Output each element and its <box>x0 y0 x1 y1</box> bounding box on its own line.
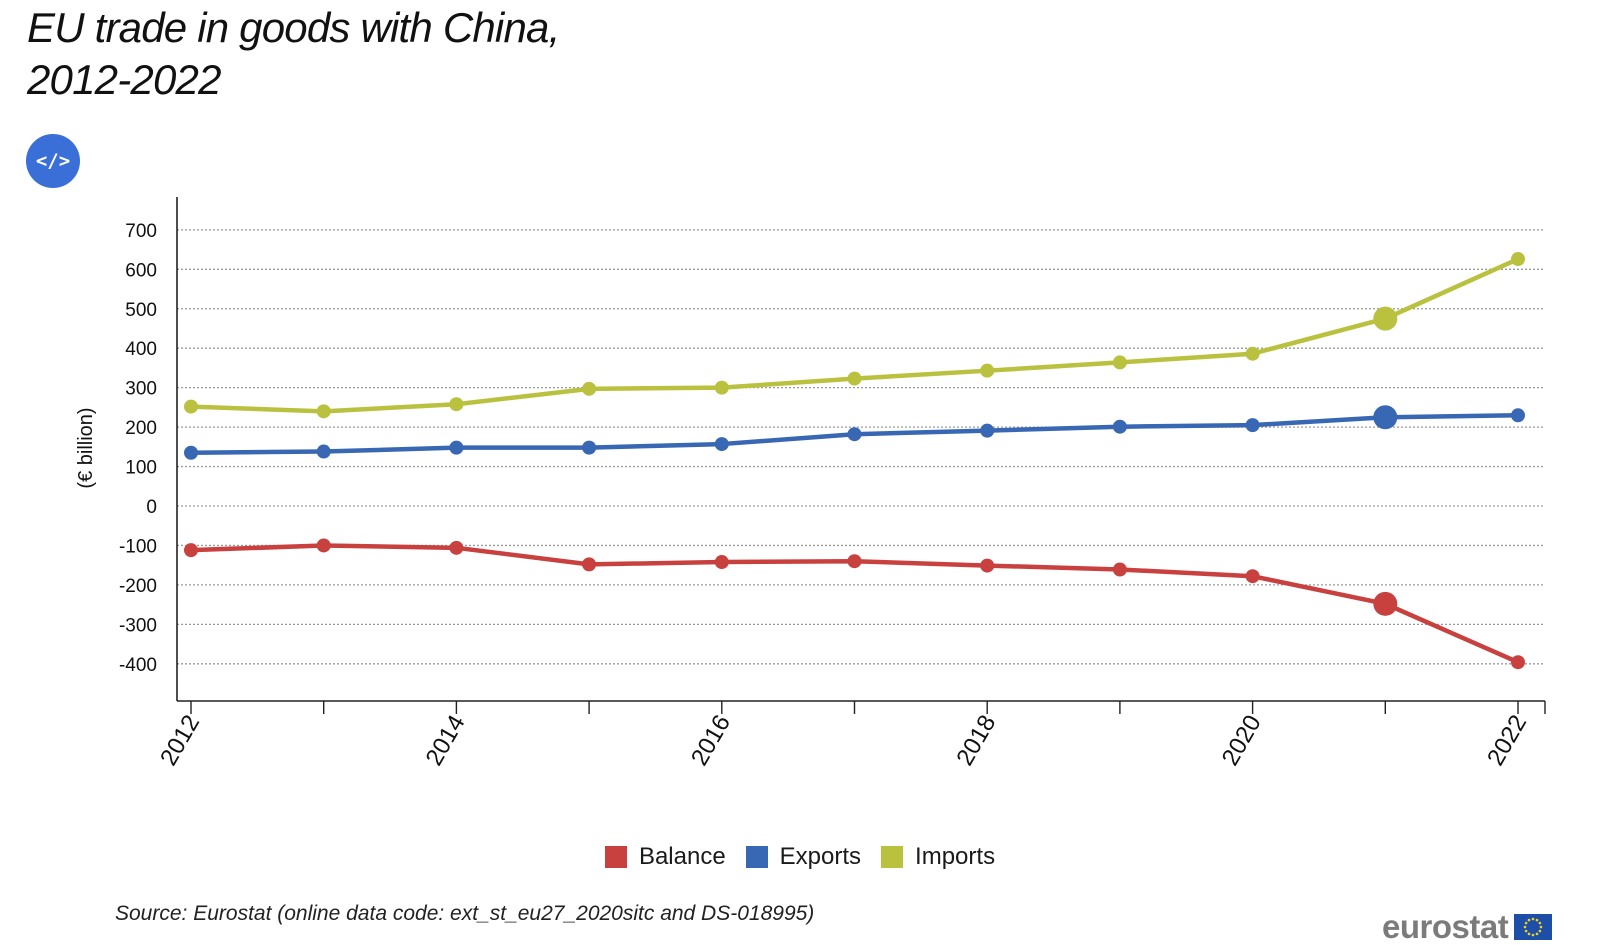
x-tick-label: 2018 <box>951 710 1001 770</box>
data-point-exports <box>980 423 995 438</box>
data-point-imports <box>582 381 597 396</box>
legend-label-imports: Imports <box>915 843 996 870</box>
source-note: Source: Eurostat (online data code: ext_… <box>115 902 815 925</box>
x-tick-label: 2014 <box>421 711 471 771</box>
data-point-exports <box>582 440 597 455</box>
legend-label-balance: Balance <box>638 843 726 870</box>
y-tick-label: 600 <box>125 260 157 281</box>
y-tick-label: 100 <box>125 458 157 479</box>
y-tick-label: 200 <box>125 418 157 439</box>
data-point-imports <box>316 404 331 419</box>
data-point-balance <box>582 557 597 572</box>
y-tick-label: -400 <box>119 655 157 676</box>
y-tick-label: 700 <box>125 221 157 242</box>
y-tick-label: -100 <box>119 536 157 557</box>
data-point-balance <box>714 555 729 570</box>
x-tick-label: 2012 <box>155 711 205 771</box>
x-tick-label: 2022 <box>1482 711 1532 771</box>
chart-title: EU trade in goods with China, 2012-2022 <box>27 2 560 106</box>
legend-swatch-exports <box>745 846 768 868</box>
chart-title-line-1: EU trade in goods with China, <box>27 4 560 51</box>
legend-item-balance[interactable]: Balance <box>604 843 726 871</box>
data-point-exports <box>1245 418 1260 433</box>
y-tick-label: 500 <box>125 300 157 321</box>
data-point-exports <box>184 445 198 460</box>
legend-swatch-imports <box>881 846 904 868</box>
logo-text: eurostat <box>1382 908 1509 945</box>
data-point-imports <box>847 371 862 386</box>
legend-label-exports: Exports <box>779 843 862 870</box>
data-point-imports <box>1245 346 1260 361</box>
line-chart: 700 600 500 400 300 200 100 0 -100 -200 -300 -400 20… <box>75 197 1546 771</box>
x-tick-label: 2016 <box>686 711 736 771</box>
y-tick-label: -300 <box>119 615 157 636</box>
chart-legend: Balance Exports Imports <box>0 843 1600 871</box>
y-axis-title: (€ billion) <box>75 407 97 488</box>
series-line-imports <box>188 256 1521 414</box>
data-point-balance <box>980 558 995 573</box>
embed-code-button[interactable]: </> <box>26 134 80 188</box>
data-point-imports <box>714 380 729 395</box>
data-point-imports <box>184 399 198 414</box>
data-point-balance <box>1373 591 1398 616</box>
code-icon: </> <box>35 150 71 172</box>
data-point-balance <box>1112 562 1127 577</box>
legend-swatch-balance <box>604 846 627 868</box>
y-tick-label: 400 <box>125 339 157 360</box>
eurostat-logo: eurostat <box>1382 908 1553 945</box>
data-point-imports <box>1511 252 1525 267</box>
data-point-balance <box>847 554 862 569</box>
legend-item-imports[interactable]: Imports <box>881 843 995 871</box>
y-tick-label: 0 <box>146 497 157 518</box>
chart-title-line-2: 2012-2022 <box>27 56 221 103</box>
data-point-balance <box>1511 655 1525 670</box>
data-point-balance <box>449 540 464 555</box>
data-point-balance <box>184 543 198 558</box>
y-tick-label: 300 <box>125 379 157 400</box>
data-point-imports <box>449 397 464 412</box>
x-tick-label: 2020 <box>1217 711 1267 771</box>
data-point-exports <box>714 437 729 452</box>
y-tick-label: -200 <box>119 576 157 597</box>
legend-item-exports[interactable]: Exports <box>745 843 862 871</box>
data-point-exports <box>1511 408 1525 423</box>
data-point-exports <box>847 427 862 442</box>
data-point-exports <box>316 444 331 459</box>
data-point-exports <box>1112 419 1127 434</box>
data-point-imports <box>1112 355 1127 370</box>
eu-flag-icon <box>1514 913 1553 940</box>
data-point-imports <box>1373 306 1398 331</box>
data-point-imports <box>980 363 995 378</box>
data-point-exports <box>449 440 464 455</box>
data-point-balance <box>316 538 331 553</box>
data-point-balance <box>1245 569 1260 584</box>
data-point-exports <box>1373 405 1398 430</box>
